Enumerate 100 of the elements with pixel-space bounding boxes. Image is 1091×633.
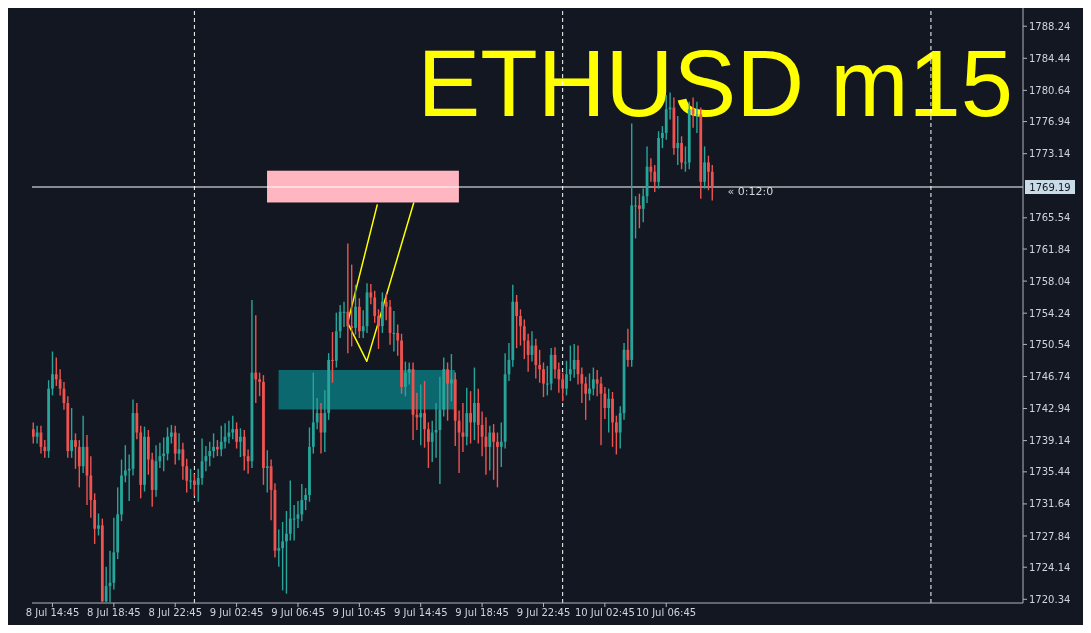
candlestick: [611, 391, 614, 448]
candlestick: [51, 350, 54, 397]
x-tick-label: 10 Jul 02:45: [574, 607, 635, 619]
candlestick: [331, 331, 334, 384]
candlestick: [396, 323, 400, 357]
x-tick-label: 9 Jul 22:45: [516, 607, 571, 619]
y-tick-label: 1720.34: [1029, 593, 1071, 605]
candlestick: [626, 328, 630, 368]
candlestick: [377, 308, 380, 350]
candlestick: [403, 360, 407, 397]
candlestick: [534, 338, 538, 380]
candlestick: [407, 361, 411, 386]
candlestick: [661, 125, 664, 149]
candlestick: [173, 425, 177, 466]
candlestick: [120, 458, 123, 522]
candlestick: [710, 164, 714, 202]
x-tick-label: 9 Jul 10:45: [332, 607, 387, 619]
candlestick: [166, 426, 169, 462]
candlestick: [392, 310, 396, 353]
candlestick: [684, 145, 687, 173]
y-tick-label: 1761.84: [1029, 243, 1071, 255]
y-tick-label: 1731.64: [1029, 498, 1071, 510]
candlestick: [680, 135, 683, 170]
candlestick: [47, 379, 51, 459]
candlestick: [254, 314, 258, 404]
candlestick: [614, 414, 618, 456]
candlestick: [35, 425, 39, 445]
candlestick: [265, 449, 269, 494]
candlestick: [519, 308, 522, 347]
candlestick: [488, 425, 492, 472]
candlestick: [308, 426, 311, 503]
candlestick: [277, 528, 281, 568]
candlestick: [239, 427, 242, 458]
candlestick: [262, 374, 265, 486]
y-tick-label: 1788.24: [1029, 20, 1071, 32]
candlestick: [74, 432, 77, 470]
y-tick-label: 1735.44: [1029, 466, 1071, 478]
candlestick: [208, 441, 212, 467]
annotation: « 0:12:0: [727, 184, 774, 198]
x-tick-label: 8 Jul 22:45: [148, 607, 203, 619]
candlestick: [492, 423, 496, 481]
y-tick-label: 1780.64: [1029, 84, 1071, 96]
candlestick: [235, 421, 238, 450]
x-tick-label: 8 Jul 18:45: [87, 607, 141, 619]
candlestick: [292, 504, 296, 542]
candlestick: [212, 432, 215, 459]
y-tick-label: 1784.44: [1029, 52, 1071, 64]
x-tick-label: 9 Jul 18:45: [455, 607, 509, 619]
candlestick: [450, 353, 453, 402]
candlestick: [70, 407, 74, 459]
candlestick: [469, 390, 472, 445]
x-tick-label: 9 Jul 06:45: [271, 607, 325, 619]
candlestick: [77, 439, 81, 489]
candlestick: [143, 425, 146, 493]
candlestick: [465, 387, 469, 446]
candlestick: [181, 441, 185, 481]
y-tick-label: 1742.94: [1029, 403, 1071, 415]
y-tick-label: 1750.54: [1029, 338, 1071, 350]
x-tick-label: 9 Jul 02:45: [209, 607, 264, 619]
y-tick-label: 1727.84: [1029, 530, 1071, 542]
candlestick: [473, 366, 476, 441]
candlestick: [219, 425, 223, 457]
candlestick: [231, 414, 235, 440]
candlestick: [707, 155, 710, 191]
candlestick: [676, 115, 680, 166]
x-tick-label: 8 Jul 14:45: [25, 607, 80, 619]
candlestick: [427, 421, 430, 469]
candlestick: [637, 192, 641, 229]
candlestick: [32, 421, 35, 445]
candlestick: [657, 130, 660, 190]
y-tick-label: 1758.04: [1029, 275, 1071, 287]
candlestick: [419, 383, 423, 446]
candlestick: [169, 424, 173, 445]
y-tick-label: 1746.74: [1029, 371, 1071, 383]
y-tick-label: 1776.94: [1029, 116, 1071, 128]
chart-title: ETHUSD m15: [417, 31, 1013, 136]
candlestick: [189, 468, 192, 490]
candlestick: [288, 479, 292, 542]
candlestick: [588, 372, 591, 402]
candlestick: [281, 521, 285, 592]
candlestick: [591, 366, 595, 397]
candlestick: [285, 510, 288, 595]
candlestick: [446, 361, 449, 422]
x-tick-label: 9 Jul 14:45: [393, 607, 448, 619]
candlestick: [423, 380, 426, 449]
candlestick: [607, 387, 611, 434]
candlestick: [703, 145, 706, 190]
candlestick: [193, 473, 196, 497]
y-tick-label: 1754.24: [1029, 307, 1071, 319]
candlestick: [400, 333, 403, 395]
y-tick-label: 1773.14: [1029, 148, 1071, 160]
candlestick: [242, 429, 246, 472]
y-tick-label: 1724.14: [1029, 561, 1071, 573]
candlestick: [346, 242, 350, 354]
y-tick-label: 1765.54: [1029, 212, 1071, 224]
candlestick: [649, 157, 653, 183]
candlestick: [354, 284, 357, 336]
candlestick: [81, 414, 85, 474]
candlestick: [258, 371, 262, 397]
candlestick: [572, 343, 576, 379]
